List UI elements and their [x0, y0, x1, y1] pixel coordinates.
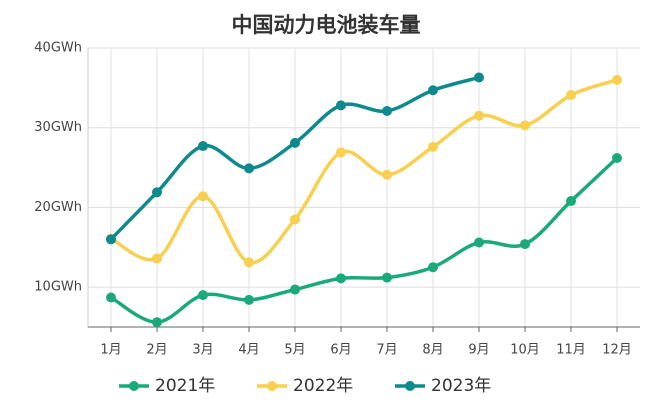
point: [336, 273, 346, 284]
point: [198, 191, 208, 202]
x-tick-label: 1月: [100, 343, 121, 358]
legend-label: 2021年: [155, 376, 215, 396]
point: [152, 187, 162, 198]
y-tick-label: 10GWh: [34, 280, 82, 295]
x-tick-label: 2月: [146, 343, 167, 358]
point: [382, 169, 392, 180]
point: [244, 163, 254, 174]
x-tick-label: 4月: [238, 343, 259, 358]
point: [612, 153, 622, 164]
point: [290, 284, 300, 295]
x-tick-label: 5月: [284, 343, 305, 358]
point: [382, 105, 392, 116]
x-tick-label: 10月: [510, 343, 540, 358]
y-tick-label: 20GWh: [34, 200, 82, 215]
point: [474, 72, 484, 83]
point: [244, 257, 254, 268]
y-tick-label: 30GWh: [34, 120, 82, 135]
legend-dot: [129, 381, 139, 391]
point: [474, 237, 484, 248]
x-tick-label: 12月: [602, 343, 632, 358]
point: [336, 100, 346, 111]
point: [382, 272, 392, 283]
point: [520, 120, 530, 131]
point: [428, 262, 438, 273]
point: [520, 239, 530, 250]
legend-label: 2022年: [293, 376, 353, 396]
chart-title: 中国动力电池装车量: [232, 13, 421, 37]
point: [428, 141, 438, 152]
point: [152, 253, 162, 264]
point: [336, 147, 346, 158]
y-tick-label: 40GWh: [34, 41, 82, 56]
x-tick-label: 6月: [330, 343, 351, 358]
x-tick-label: 11月: [556, 343, 586, 358]
x-tick-label: 8月: [422, 343, 443, 358]
point: [152, 317, 162, 328]
point: [106, 234, 116, 245]
legend-label: 2023年: [431, 376, 491, 396]
x-tick-label: 3月: [192, 343, 213, 358]
point: [290, 137, 300, 148]
point: [198, 290, 208, 301]
x-tick-label: 9月: [468, 343, 489, 358]
point: [612, 74, 622, 85]
point: [106, 292, 116, 303]
point: [244, 294, 254, 305]
point: [474, 110, 484, 121]
legend-dot: [267, 381, 277, 391]
point: [428, 85, 438, 96]
point: [290, 214, 300, 225]
x-tick-label: 7月: [376, 343, 397, 358]
point: [566, 90, 576, 101]
point: [566, 196, 576, 207]
legend-dot: [405, 381, 415, 391]
point: [198, 141, 208, 152]
series-line: [110, 156, 619, 324]
